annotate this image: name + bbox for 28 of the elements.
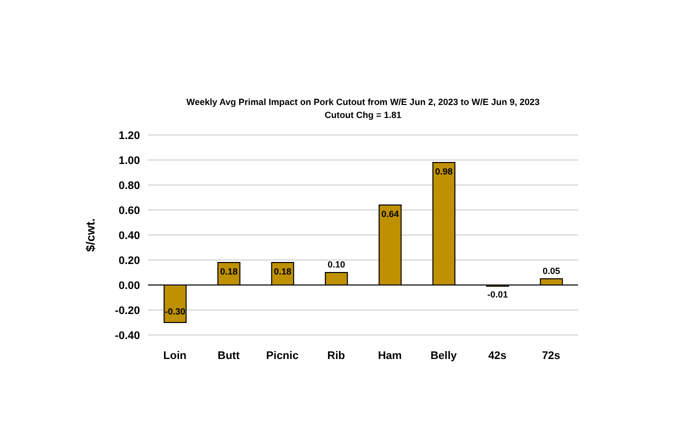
data-label: 0.18 [274, 266, 292, 276]
y-tick-label: 1.00 [118, 154, 140, 167]
y-tick-label: 0.60 [118, 204, 140, 217]
x-tick-label: Rib [327, 350, 346, 362]
x-tick-label: 72s [542, 350, 560, 362]
x-tick-label: Butt [218, 350, 240, 362]
data-label: 0.98 [435, 166, 453, 176]
y-tick-label: -0.20 [114, 304, 140, 317]
data-label: -0.01 [487, 289, 508, 300]
x-tick-label: Ham [378, 350, 402, 362]
y-tick-label: -0.40 [114, 330, 140, 342]
data-label: 0.05 [542, 266, 560, 276]
y-tick-label: 0.80 [118, 180, 140, 192]
y-tick-label: 0.00 [118, 280, 140, 292]
x-tick-label: Belly [430, 350, 458, 362]
x-tick-label: Loin [163, 350, 187, 362]
chart-subtitle: Cutout Chg = 1.81 [324, 109, 402, 122]
chart-title: Weekly Avg Primal Impact on Pork Cutout from W/E Jun 2, 2023 to W/E Jun 9, 2023 [185, 96, 541, 109]
data-label: 0.18 [220, 266, 238, 276]
y-axis-title: $/cwt. [83, 218, 98, 252]
data-label: 0.10 [328, 260, 346, 270]
data-label: -0.30 [164, 306, 186, 316]
data-label: 0.64 [381, 209, 399, 219]
x-tick-label: 42s [488, 350, 507, 362]
y-tick-label: 0.40 [118, 230, 140, 242]
y-tick-label: 0.20 [118, 254, 140, 267]
x-tick-label: Picnic [266, 350, 299, 362]
y-tick-label: 1.20 [118, 130, 140, 142]
